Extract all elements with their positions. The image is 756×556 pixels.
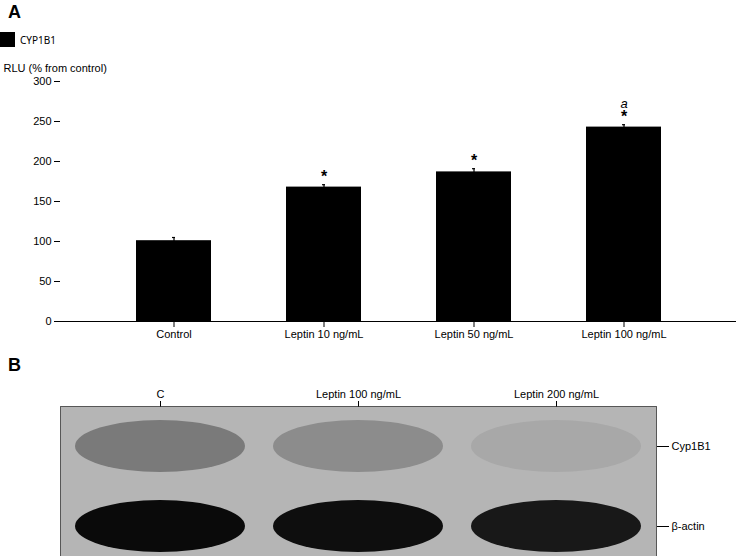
html-text:A: A [8, 2, 21, 22]
svg-text:50: 50 [39, 275, 51, 287]
svg-text:C: C [157, 388, 165, 400]
svg-text:Leptin 10 ng/mL: Leptin 10 ng/mL [285, 328, 364, 340]
svg-text:Cyp1B1: Cyp1B1 [672, 440, 711, 452]
html-text:B: B [8, 355, 21, 375]
svg-text:*: * [321, 168, 328, 185]
svg-text:*: * [471, 152, 478, 169]
svg-text:RLU (% from control): RLU (% from control) [4, 62, 107, 74]
svg-text:300: 300 [33, 75, 51, 87]
svg-text:Leptin 100 ng/mL: Leptin 100 ng/mL [581, 328, 666, 340]
svg-text:200: 200 [33, 155, 51, 167]
svg-text:Leptin 200 ng/mL: Leptin 200 ng/mL [514, 388, 599, 400]
svg-text:β-actin: β-actin [672, 520, 705, 532]
html-text:CYP1B1: CYP1B1 [20, 32, 56, 47]
svg-text:Leptin 100 ng/mL: Leptin 100 ng/mL [316, 388, 401, 400]
svg-text:250: 250 [33, 115, 51, 127]
svg-text:Leptin 50 ng/mL: Leptin 50 ng/mL [435, 328, 514, 340]
svg-text:a: a [620, 96, 627, 111]
svg-text:100: 100 [33, 235, 51, 247]
svg-text:150: 150 [33, 195, 51, 207]
svg-text:Control: Control [156, 328, 191, 340]
svg-text:0: 0 [45, 315, 51, 327]
